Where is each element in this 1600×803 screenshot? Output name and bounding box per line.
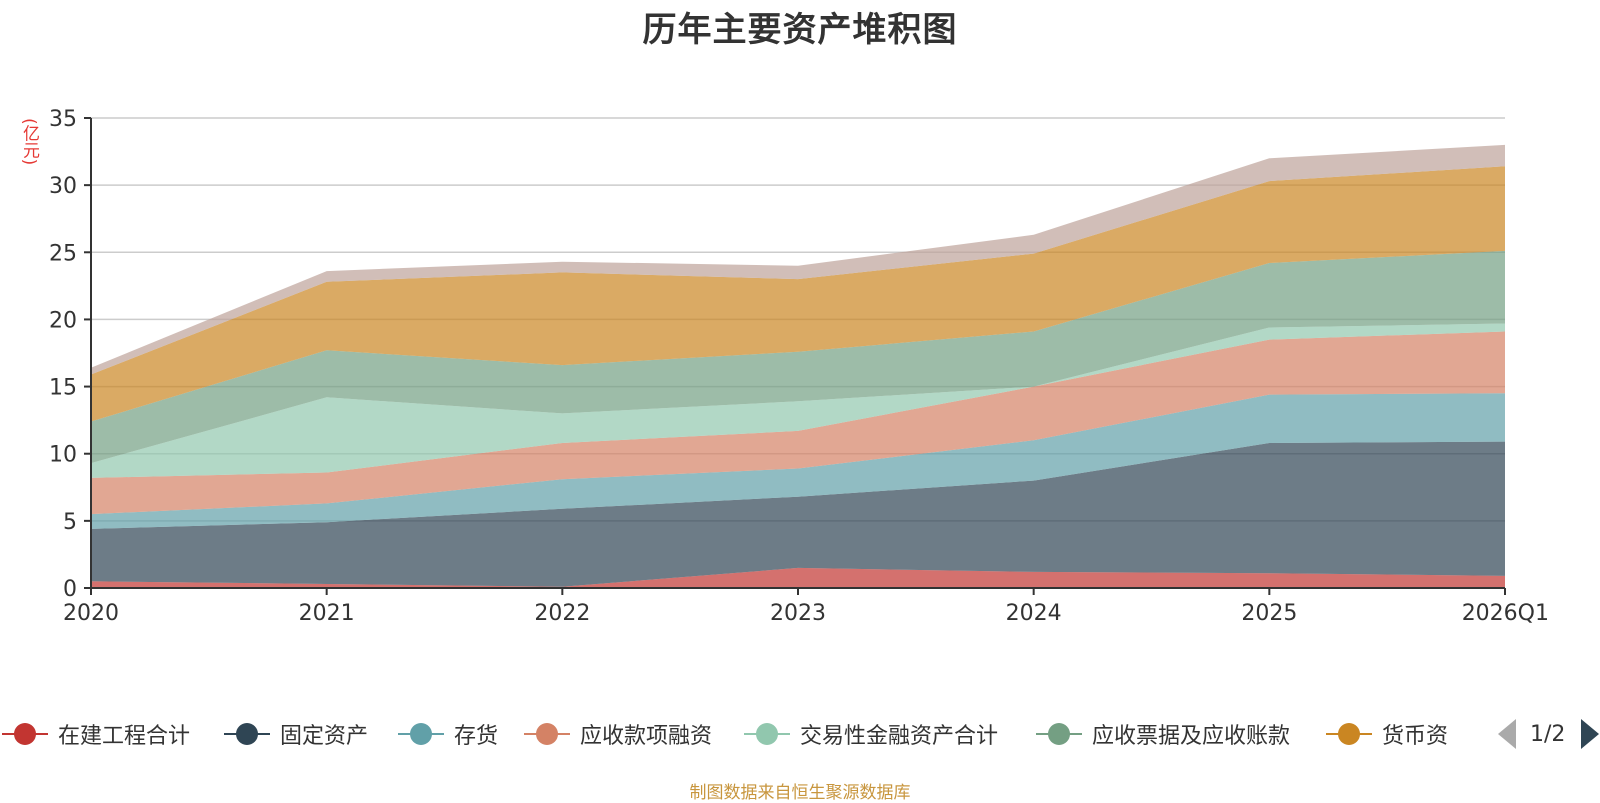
x-tick-label: 2023 — [770, 601, 826, 626]
y-tick-label: 20 — [49, 308, 77, 333]
legend-item-inventory[interactable]: 存货 — [396, 714, 498, 754]
legend-item-fixed-assets[interactable]: 固定资产 — [222, 714, 368, 754]
y-tick-label: 15 — [49, 376, 77, 401]
legend-page-indicator: 1/2 — [1530, 721, 1566, 747]
area-交易性金融资产合计 — [91, 323, 1505, 478]
x-tick-label: 2022 — [534, 601, 590, 626]
x-tick-label: 2021 — [299, 601, 355, 626]
legend-next-page-icon[interactable] — [1581, 719, 1600, 749]
legend-marker-icon — [222, 714, 272, 754]
legend-label: 在建工程合计 — [58, 724, 191, 749]
x-tick-label: 2026Q1 — [1462, 601, 1549, 626]
area-货币资金 — [91, 166, 1505, 422]
legend-label: 应收票据及应收账款 — [1092, 724, 1291, 749]
legend-label: 货币资 — [1382, 724, 1449, 749]
x-tick-label: 2025 — [1241, 601, 1297, 626]
chart-title: 历年主要资产堆积图 — [642, 10, 958, 50]
area-存货 — [91, 393, 1505, 529]
area-固定资产 — [91, 441, 1505, 587]
legend-marker-icon — [0, 714, 50, 754]
y-tick-label: 5 — [63, 510, 77, 535]
y-tick-label: 35 — [49, 107, 77, 132]
legend-label: 交易性金融资产合计 — [800, 724, 999, 749]
legend-label: 应收款项融资 — [580, 724, 713, 749]
legend-marker-icon — [1034, 714, 1084, 754]
legend-marker-icon — [742, 714, 792, 754]
legend-marker-icon — [396, 714, 446, 754]
y-tick-label: 0 — [63, 577, 77, 602]
data-source-note: 制图数据来自恒生聚源数据库 — [689, 783, 911, 803]
y-axis-unit-label: (亿元) — [19, 118, 39, 166]
legend-marker-icon — [1324, 714, 1374, 754]
area-在建工程合计 — [91, 567, 1505, 588]
y-tick-label: 25 — [49, 241, 77, 266]
area-其他 — [91, 144, 1505, 375]
y-tick-label: 30 — [49, 174, 77, 199]
y-tick-label: 10 — [49, 443, 77, 468]
legend-prev-page-icon[interactable] — [1498, 719, 1516, 749]
x-tick-label: 2020 — [63, 601, 119, 626]
legend-item-cash[interactable]: 货币资 — [1324, 714, 1448, 754]
legend: 在建工程合计 固定资产 存货 应收款项融资 交易性金融资产合计 应收票据及应收账… — [0, 714, 1600, 754]
area-应收款项融资 — [91, 331, 1505, 515]
legend-label: 固定资产 — [280, 724, 369, 749]
legend-item-construction[interactable]: 在建工程合计 — [0, 714, 190, 754]
legend-item-notes-accounts-receivable[interactable]: 应收票据及应收账款 — [1034, 714, 1290, 754]
legend-item-receivables-financing[interactable]: 应收款项融资 — [522, 714, 712, 754]
legend-label: 存货 — [454, 724, 499, 749]
legend-item-trading-financial-assets[interactable]: 交易性金融资产合计 — [742, 714, 998, 754]
legend-pager: 1/2 — [1498, 714, 1600, 754]
x-tick-label: 2024 — [1006, 601, 1062, 626]
legend-marker-icon — [522, 714, 572, 754]
area-应收票据及应收账款 — [91, 250, 1505, 464]
